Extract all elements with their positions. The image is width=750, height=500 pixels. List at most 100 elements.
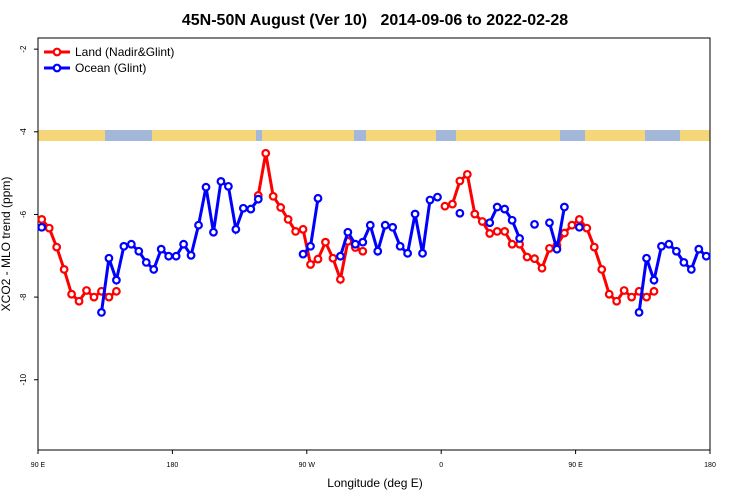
data-point xyxy=(455,176,465,186)
data-point xyxy=(298,224,308,234)
data-point xyxy=(470,209,480,219)
data-point xyxy=(686,265,696,274)
data-point xyxy=(164,251,174,261)
data-point xyxy=(171,251,181,261)
x-tick-label: 180 xyxy=(704,462,716,469)
data-point xyxy=(507,239,517,249)
data-point xyxy=(179,239,189,249)
data-point xyxy=(67,289,76,299)
data-point xyxy=(238,203,248,213)
x-tick-label: 180 xyxy=(167,462,179,469)
data-point xyxy=(574,222,584,232)
y-tick-label: -6 xyxy=(19,210,28,218)
land-band xyxy=(366,130,436,141)
data-point xyxy=(649,286,659,296)
chart-title: 45N-50N August (Ver 10) 2014-09-06 to 20… xyxy=(182,12,568,29)
data-point xyxy=(156,244,166,254)
data-point xyxy=(455,208,465,218)
data-point xyxy=(679,257,689,267)
data-point xyxy=(657,241,666,251)
legend-label: Ocean (Glint) xyxy=(75,61,146,75)
data-point xyxy=(515,234,524,243)
data-point xyxy=(44,223,54,233)
legend-marker xyxy=(52,47,62,57)
data-point xyxy=(395,241,405,251)
data-point xyxy=(37,215,47,224)
data-point xyxy=(545,243,554,253)
data-point xyxy=(291,226,301,236)
data-point xyxy=(403,248,413,258)
data-point xyxy=(642,253,651,263)
data-point xyxy=(89,292,99,302)
land-band xyxy=(152,130,256,141)
data-point xyxy=(560,202,569,212)
x-axis-label: Longitude (deg E) xyxy=(327,476,422,490)
data-point xyxy=(627,292,636,302)
legend-label: Land (Nadir&Glint) xyxy=(75,45,174,59)
land-band xyxy=(38,130,105,141)
data-point xyxy=(336,274,345,284)
data-point xyxy=(537,263,547,273)
data-point xyxy=(253,194,263,204)
data-point xyxy=(298,249,308,259)
y-tick-label: -4 xyxy=(19,128,28,136)
data-point xyxy=(313,254,323,264)
data-point xyxy=(462,169,472,179)
data-point xyxy=(104,253,114,263)
data-point xyxy=(567,220,577,230)
data-point xyxy=(604,289,614,299)
data-point xyxy=(134,246,144,256)
data-point xyxy=(126,239,136,249)
data-point xyxy=(664,239,674,249)
data-point xyxy=(642,292,651,302)
data-point xyxy=(336,251,345,261)
data-point xyxy=(500,204,510,214)
data-point xyxy=(388,222,398,232)
data-point xyxy=(59,265,69,274)
data-point xyxy=(358,237,368,247)
data-point xyxy=(694,244,704,254)
land-band xyxy=(680,130,710,141)
data-point xyxy=(111,286,121,296)
y-tick-label: -2 xyxy=(19,45,28,53)
data-point xyxy=(448,199,457,209)
data-point xyxy=(119,241,129,251)
data-point xyxy=(216,176,226,186)
legend-item: Land (Nadir&Glint) xyxy=(44,45,174,59)
land-band xyxy=(456,130,560,141)
data-point xyxy=(634,307,644,317)
data-point xyxy=(343,227,353,237)
data-point xyxy=(440,201,450,211)
data-point xyxy=(74,296,84,306)
data-point xyxy=(321,237,330,247)
y-axis-label: XCO2 - MLO trend (ppm) xyxy=(0,177,13,312)
data-point xyxy=(350,239,360,249)
data-point xyxy=(582,223,592,233)
data-point xyxy=(530,254,539,264)
data-point xyxy=(37,222,47,232)
data-point xyxy=(111,275,121,285)
land-band xyxy=(262,130,354,141)
data-point xyxy=(313,193,323,203)
data-point xyxy=(246,204,256,214)
data-point xyxy=(492,226,502,236)
data-point xyxy=(425,195,435,205)
data-point xyxy=(380,220,390,230)
data-point xyxy=(373,246,383,256)
data-point xyxy=(104,292,114,302)
data-point xyxy=(701,251,711,261)
data-point xyxy=(612,296,622,306)
data-point xyxy=(418,248,427,258)
plot-frame xyxy=(37,37,711,451)
data-point xyxy=(485,229,495,238)
data-point xyxy=(201,182,211,192)
data-point xyxy=(365,220,375,230)
data-point xyxy=(306,241,315,251)
land-band xyxy=(585,130,645,141)
data-point xyxy=(231,224,241,234)
data-point xyxy=(522,252,532,262)
data-point xyxy=(560,228,569,238)
data-point xyxy=(545,218,554,228)
data-point xyxy=(283,215,293,224)
